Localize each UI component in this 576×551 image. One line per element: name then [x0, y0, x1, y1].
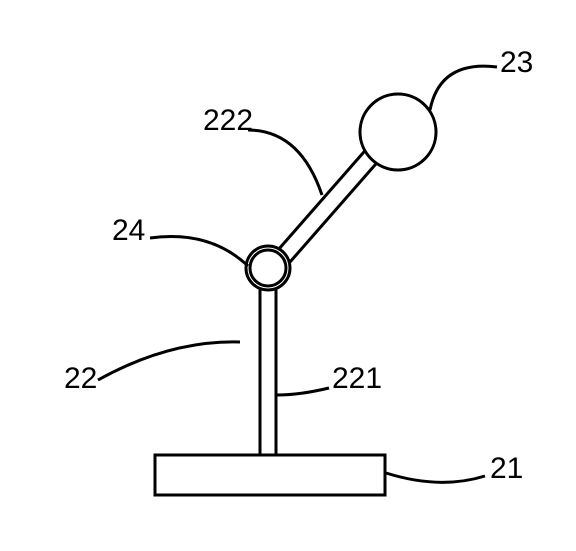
leader-upper-arm: [248, 130, 322, 195]
joint-inner-circle: [250, 250, 286, 286]
label-22: 22: [64, 362, 97, 395]
label-21: 21: [490, 452, 523, 485]
base-rect: [155, 455, 385, 495]
label-23: 23: [500, 46, 533, 79]
upper-arm-line-right: [290, 157, 382, 262]
leader-joint: [150, 237, 248, 266]
mechanical-diagram: 23 222 24 22 221 21: [0, 0, 576, 551]
label-222: 222: [203, 104, 253, 137]
leader-base: [386, 473, 485, 482]
label-24: 24: [112, 214, 145, 247]
reference-labels: 23 222 24 22 221 21: [64, 46, 533, 485]
label-221: 221: [332, 362, 382, 395]
leader-lower-arm: [277, 388, 329, 395]
end-ball: [360, 94, 436, 170]
upper-arm-line-left: [278, 145, 370, 250]
leader-arm: [98, 342, 240, 380]
leader-end-ball: [430, 66, 497, 110]
